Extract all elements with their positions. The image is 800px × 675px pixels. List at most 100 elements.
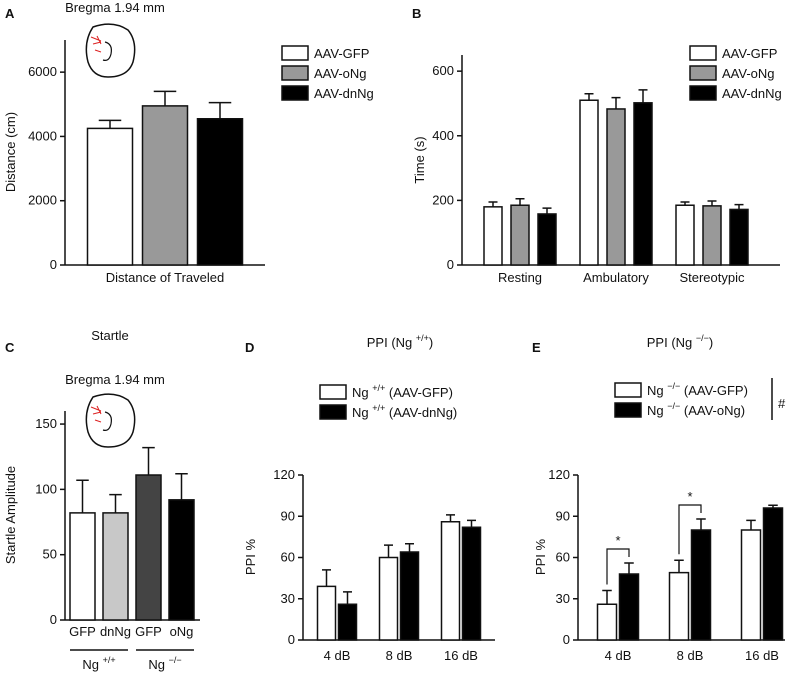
y-tick-label: 4000 (28, 128, 57, 143)
error-bar (696, 518, 706, 530)
text-part: Ng (352, 385, 372, 400)
x-tick-label: dnNg (100, 624, 131, 639)
legend-label: AAV-oNg (722, 66, 775, 81)
error-bar (467, 519, 476, 528)
error-bar (76, 479, 89, 513)
y-tick-label: 6000 (28, 64, 57, 79)
error-bar (142, 446, 155, 476)
brain-icon (85, 23, 136, 78)
error-bar (674, 559, 684, 573)
chart-title: PPI (Ng −/−) (647, 333, 713, 350)
legend-label: Ng +/+ (AAV-GFP) (352, 383, 453, 400)
text-part: +/+ (372, 383, 385, 393)
bar (483, 206, 503, 266)
legend-swatch (281, 45, 309, 61)
y-tick-label: 50 (43, 547, 57, 562)
text-part: +/+ (103, 655, 116, 665)
error-bar (624, 562, 634, 574)
bar (102, 512, 129, 621)
error-bar (515, 198, 525, 206)
y-axis-label: PPI % (243, 538, 258, 575)
error-bar (768, 504, 778, 508)
significance-mark: * (687, 489, 692, 504)
x-tick-label: 4 dB (605, 648, 632, 663)
y-tick-label: 120 (273, 467, 295, 482)
text-part: (AAV-oNg) (680, 403, 745, 418)
error-bar (584, 93, 594, 101)
legend-mark: # (778, 396, 786, 411)
text-part: +/+ (416, 333, 429, 343)
x-tick-label: 8 dB (677, 648, 704, 663)
significance-bracket (678, 504, 702, 555)
bar (740, 529, 762, 641)
error-bar (98, 119, 122, 129)
bar (337, 603, 358, 641)
bar (141, 105, 189, 266)
significance-bracket (606, 548, 630, 585)
text-part: −/− (169, 655, 182, 665)
error-bar (175, 472, 188, 500)
panel-label: E (532, 340, 541, 355)
y-tick-label: 90 (556, 508, 570, 523)
text-part: PPI (Ng (367, 335, 416, 350)
x-tick-label: GFP (135, 624, 162, 639)
x-tick-label: Ambulatory (583, 270, 649, 285)
error-bar (208, 101, 232, 119)
error-bar (602, 589, 612, 605)
annotation: Bregma 1.94 mm (65, 0, 165, 15)
bar (702, 205, 722, 266)
y-tick-label: 0 (447, 257, 454, 272)
text-part: Ng (82, 657, 102, 672)
text-part: −/− (667, 381, 680, 391)
text-part: ) (429, 335, 433, 350)
error-bar (542, 207, 552, 214)
bar (510, 204, 530, 266)
text-part: (AAV-GFP) (385, 385, 453, 400)
significance-mark: * (615, 533, 620, 548)
error-bar (153, 90, 177, 106)
group-label: Ng +/+ (82, 655, 115, 672)
bar (675, 204, 695, 266)
error-bar (746, 519, 756, 530)
y-tick-label: 2000 (28, 193, 57, 208)
panel-label: B (412, 6, 421, 21)
x-tick-label: Resting (498, 270, 542, 285)
text-part: −/− (667, 401, 680, 411)
x-tick-label: Distance of Traveled (106, 270, 225, 285)
legend-label: Ng −/− (AAV-GFP) (647, 381, 748, 398)
y-tick-label: 0 (50, 612, 57, 627)
bar (399, 551, 420, 641)
bar (606, 108, 626, 266)
legend-label: AAV-dnNg (722, 86, 782, 101)
legend-swatch (614, 402, 642, 418)
text-part: (AAV-GFP) (680, 383, 748, 398)
error-bar (343, 591, 352, 605)
text-part: Ng (647, 383, 667, 398)
y-tick-label: 0 (288, 632, 295, 647)
legend-swatch (689, 85, 717, 101)
y-tick-label: 600 (432, 63, 454, 78)
x-tick-label: 16 dB (745, 648, 779, 663)
x-tick-label: 8 dB (386, 648, 413, 663)
y-tick-label: 150 (35, 416, 57, 431)
bar (596, 603, 618, 641)
error-bar (109, 493, 122, 513)
x-tick-label: 16 dB (444, 648, 478, 663)
y-tick-label: 0 (563, 632, 570, 647)
legend-swatch (319, 404, 347, 420)
y-tick-label: 30 (281, 591, 295, 606)
y-tick-label: 60 (556, 550, 570, 565)
y-tick-label: 0 (50, 257, 57, 272)
text-part: −/− (696, 333, 709, 343)
text-part: Ng (647, 403, 667, 418)
bar (69, 512, 96, 621)
bar (762, 507, 784, 641)
y-tick-label: 90 (281, 508, 295, 523)
bar (440, 521, 461, 641)
bar (135, 474, 162, 621)
error-bar (611, 96, 621, 109)
legend-swatch (689, 65, 717, 81)
y-tick-label: 100 (35, 481, 57, 496)
bar (86, 127, 134, 266)
x-tick-label: GFP (69, 624, 96, 639)
